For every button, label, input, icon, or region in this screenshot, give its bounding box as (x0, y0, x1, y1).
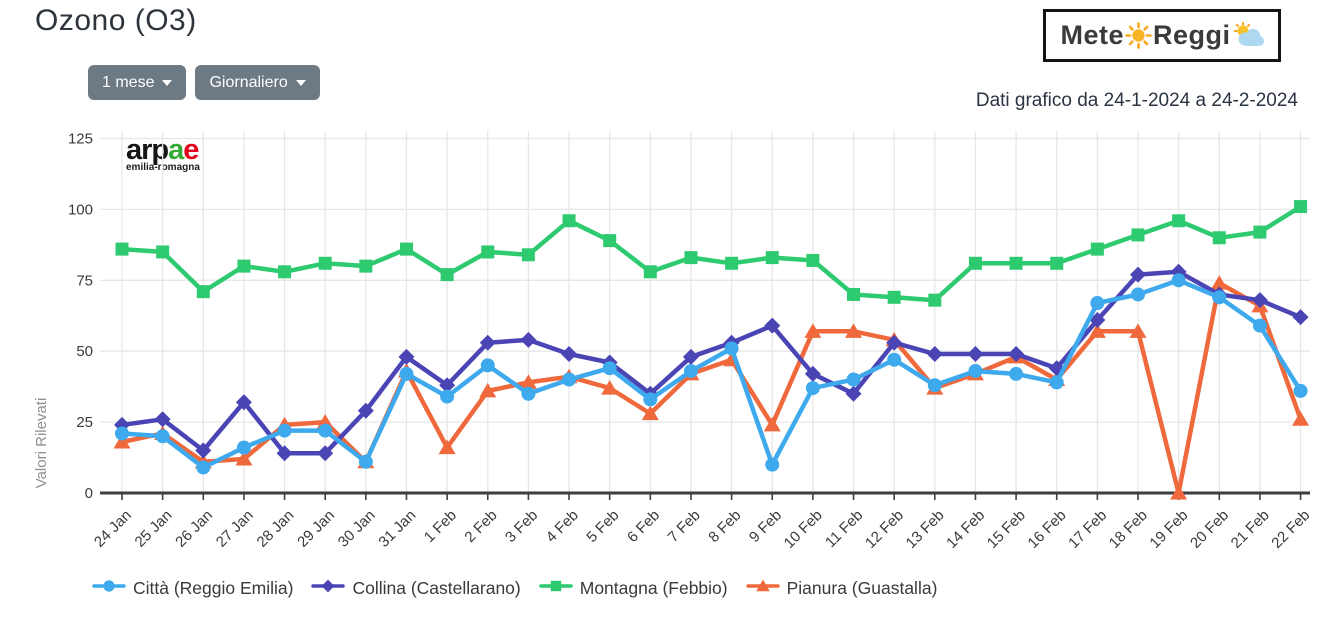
svg-text:27 Jan: 27 Jan (213, 507, 257, 551)
svg-text:21 Feb: 21 Feb (1228, 507, 1273, 552)
svg-text:8 Feb: 8 Feb (705, 507, 744, 546)
toolbar: 1 mese Giornaliero (88, 65, 320, 100)
legend-marker (745, 578, 780, 599)
svg-text:25 Jan: 25 Jan (132, 507, 176, 551)
period-dropdown-button[interactable]: 1 mese (88, 65, 187, 100)
svg-text:17 Feb: 17 Feb (1065, 507, 1110, 552)
svg-text:31 Jan: 31 Jan (375, 507, 419, 551)
svg-text:125: 125 (68, 131, 93, 148)
svg-text:2 Feb: 2 Feb (461, 507, 500, 546)
svg-text:12 Feb: 12 Feb (862, 507, 907, 552)
svg-text:Valori Rilevati: Valori Rilevati (33, 398, 50, 489)
svg-text:6 Feb: 6 Feb (624, 507, 663, 546)
svg-text:50: 50 (76, 343, 93, 360)
svg-text:24 Jan: 24 Jan (91, 507, 135, 551)
arpae-logo-text: arpae (126, 134, 199, 166)
legend-label: Pianura (Guastalla) (786, 578, 938, 598)
svg-text:18 Feb: 18 Feb (1106, 507, 1151, 552)
svg-text:10 Feb: 10 Feb (781, 507, 826, 552)
frequency-dropdown-label: Giornaliero (209, 73, 288, 91)
legend-item-citta[interactable]: Città (Reggio Emilia) (92, 578, 293, 599)
date-range-text: Dati grafico da 24-1-2024 a 24-2-2024 (975, 90, 1298, 111)
svg-text:29 Jan: 29 Jan (294, 507, 338, 551)
svg-text:22 Feb: 22 Feb (1268, 507, 1313, 552)
svg-text:75: 75 (76, 272, 93, 289)
svg-text:25: 25 (76, 414, 93, 431)
legend-item-montagna[interactable]: Montagna (Febbio) (539, 578, 728, 599)
svg-text:3 Feb: 3 Feb (502, 507, 541, 546)
svg-text:30 Jan: 30 Jan (335, 507, 379, 551)
svg-text:15 Feb: 15 Feb (984, 507, 1029, 552)
svg-text:9 Feb: 9 Feb (746, 507, 785, 546)
logo-text-meteo: Mete (1060, 20, 1124, 50)
svg-text:28 Jan: 28 Jan (254, 507, 298, 551)
chevron-down-icon (162, 79, 173, 86)
legend-marker (539, 578, 573, 599)
legend-label: Montagna (Febbio) (579, 578, 728, 598)
legend-label: Collina (Castellarano) (352, 578, 521, 598)
svg-text:11 Feb: 11 Feb (822, 507, 866, 551)
frequency-dropdown-button[interactable]: Giornaliero (195, 65, 320, 100)
svg-text:16 Feb: 16 Feb (1025, 507, 1070, 552)
svg-text:20 Feb: 20 Feb (1187, 507, 1232, 552)
legend-item-collina[interactable]: Collina (Castellarano) (311, 578, 521, 599)
logo-text-reggio: Reggi (1153, 20, 1231, 50)
page-title: Ozono (O3) (35, 4, 197, 37)
svg-text:5 Feb: 5 Feb (583, 507, 622, 546)
svg-text:0: 0 (85, 485, 93, 502)
svg-text:14 Feb: 14 Feb (943, 507, 988, 552)
legend-item-pianura[interactable]: Pianura (Guastalla) (745, 578, 938, 599)
svg-text:7 Feb: 7 Feb (665, 507, 704, 546)
svg-text:100: 100 (68, 201, 93, 218)
svg-text:13 Feb: 13 Feb (903, 507, 948, 552)
svg-text:1 Feb: 1 Feb (421, 507, 460, 546)
legend-label: Città (Reggio Emilia) (133, 578, 294, 598)
chart-area: 24 Jan 25 Jan 26 Jan 27 Jan 28 Jan 29 Jan 30 J… (0, 122, 1320, 582)
period-dropdown-label: 1 mese (102, 73, 155, 91)
sun-icon (1125, 22, 1152, 49)
chevron-down-icon (295, 79, 306, 86)
svg-text:19 Feb: 19 Feb (1146, 507, 1191, 552)
legend-marker (92, 578, 126, 599)
chart-legend: Città (Reggio Emilia) Collina (Castellar… (92, 578, 937, 599)
svg-text:26 Jan: 26 Jan (172, 507, 216, 551)
sun-behind-cloud-icon (1233, 22, 1264, 46)
legend-marker (311, 578, 346, 599)
svg-text:4 Feb: 4 Feb (543, 507, 582, 546)
site-logo[interactable]: Mete Reggi (1043, 9, 1281, 62)
